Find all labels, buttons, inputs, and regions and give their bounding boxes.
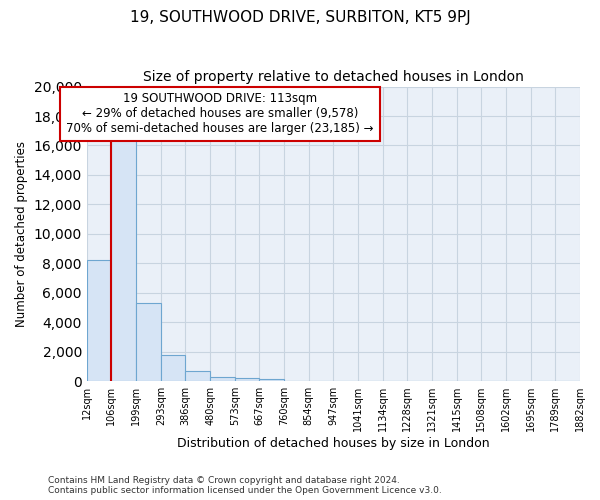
Bar (161, 356, 185, 381)
Bar (87, 260, 112, 381)
Bar (210, 377, 235, 381)
Text: 19 SOUTHWOOD DRIVE: 113sqm
← 29% of detached houses are smaller (9,578)
70% of s: 19 SOUTHWOOD DRIVE: 113sqm ← 29% of deta… (66, 92, 374, 136)
Y-axis label: Number of detached properties: Number of detached properties (15, 141, 28, 327)
Bar (112, 136, 136, 381)
Title: Size of property relative to detached houses in London: Size of property relative to detached ho… (143, 70, 524, 84)
Text: Contains HM Land Registry data © Crown copyright and database right 2024.
Contai: Contains HM Land Registry data © Crown c… (48, 476, 442, 495)
Bar (259, 379, 284, 381)
Bar (136, 303, 161, 381)
Bar (185, 371, 210, 381)
Text: 19, SOUTHWOOD DRIVE, SURBITON, KT5 9PJ: 19, SOUTHWOOD DRIVE, SURBITON, KT5 9PJ (130, 10, 470, 25)
Bar (235, 378, 259, 381)
X-axis label: Distribution of detached houses by size in London: Distribution of detached houses by size … (177, 437, 490, 450)
